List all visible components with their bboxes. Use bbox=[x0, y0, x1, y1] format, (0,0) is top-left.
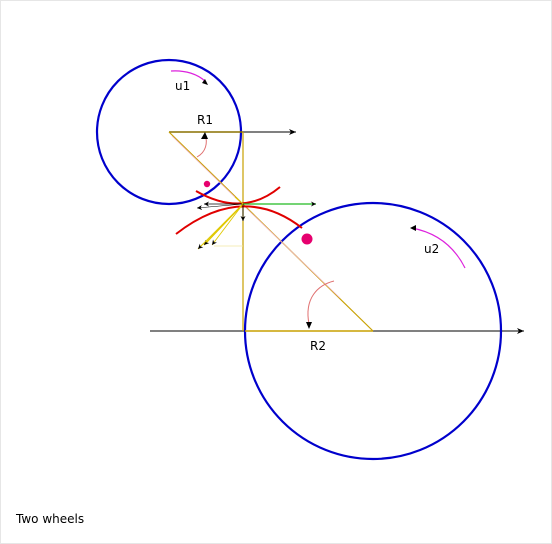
vector-down-left-2 bbox=[197, 203, 244, 250]
label-u2: u2 bbox=[424, 242, 439, 256]
rotation-arrow-u1-head bbox=[202, 79, 208, 85]
angle-arc-top-head bbox=[201, 132, 208, 139]
guide-line-1 bbox=[171, 135, 244, 206]
point-large bbox=[301, 233, 313, 245]
vector-up-short bbox=[234, 196, 244, 205]
tangent-curve-upper bbox=[195, 186, 281, 205]
guide-line-2 bbox=[242, 204, 341, 299]
label-r1: R1 bbox=[197, 113, 213, 127]
diagram-caption: Two wheels bbox=[16, 512, 85, 526]
rotation-arrow-u2-head bbox=[410, 225, 416, 231]
angle-arc-bottom bbox=[307, 280, 335, 325]
label-u1: u1 bbox=[175, 79, 190, 93]
point-small bbox=[203, 180, 211, 188]
vector-down-left-3 bbox=[211, 203, 244, 246]
vector-left-2 bbox=[196, 203, 244, 211]
rotation-arrow-u2 bbox=[411, 227, 466, 269]
angle-arc-bottom-head bbox=[306, 322, 312, 329]
rotation-arrow-u1 bbox=[170, 70, 207, 83]
label-r2: R2 bbox=[310, 339, 326, 353]
tangent-curve-lower bbox=[175, 205, 303, 235]
